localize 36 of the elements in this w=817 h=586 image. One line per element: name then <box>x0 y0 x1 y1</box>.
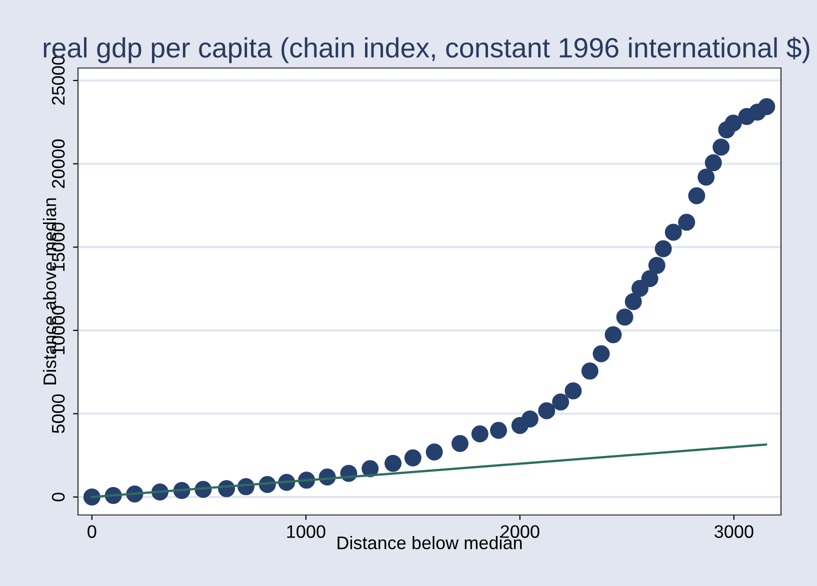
point <box>654 240 672 258</box>
point <box>581 362 598 380</box>
point <box>538 402 556 420</box>
x-axis-title: Distance below median <box>338 536 522 550</box>
point <box>724 114 742 132</box>
y-tick-label: 0 <box>52 492 65 502</box>
point <box>758 98 776 116</box>
y-tick-label: 20000 <box>52 139 65 188</box>
point <box>451 435 468 452</box>
y-tick-label: 25000 <box>52 56 65 105</box>
point <box>704 154 722 172</box>
point <box>552 394 570 411</box>
point <box>712 138 730 156</box>
point <box>426 444 443 461</box>
x-tick-label: 2000 <box>500 525 540 538</box>
point <box>664 224 682 241</box>
point <box>604 326 622 344</box>
point <box>648 256 666 274</box>
point <box>631 280 648 297</box>
y-tick-label: 5000 <box>52 394 65 434</box>
point <box>641 270 658 288</box>
x-tick-label: 0 <box>88 525 96 538</box>
point <box>688 187 706 204</box>
point <box>678 214 696 231</box>
point <box>564 382 582 400</box>
point <box>521 410 538 428</box>
point <box>698 168 715 186</box>
x-tick-label: 3000 <box>714 525 754 538</box>
point <box>384 454 402 472</box>
point <box>490 422 508 439</box>
point <box>471 425 488 442</box>
point <box>624 293 642 310</box>
point <box>592 345 610 362</box>
point <box>404 449 422 466</box>
point <box>616 308 634 326</box>
x-tick-label: 1000 <box>287 525 326 538</box>
